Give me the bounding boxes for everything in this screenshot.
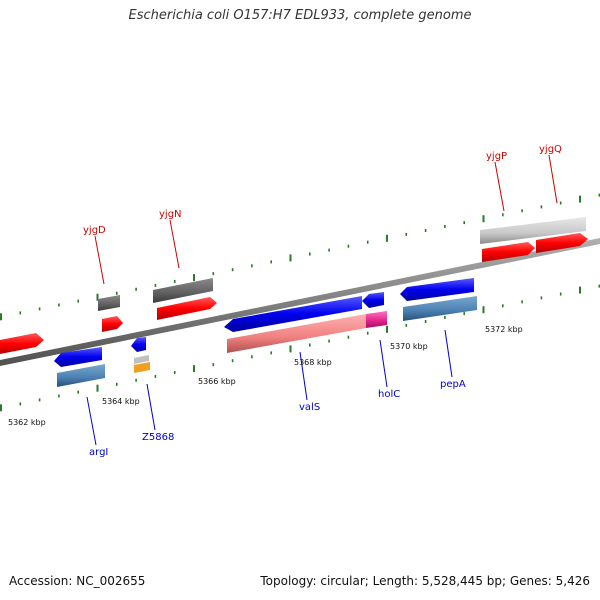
- leader-holC: [379, 339, 388, 388]
- map-title: Escherichia coli O157:H7 EDL933, complet…: [128, 8, 472, 23]
- leader-yjgQ: [548, 154, 558, 204]
- tick-label-5364: 5364 kbp: [102, 397, 140, 406]
- forward-strand-features: [0, 217, 588, 355]
- gene-label-yjgN[interactable]: yjgN: [159, 209, 182, 220]
- gene-label-Z5868[interactable]: Z5868: [142, 432, 174, 443]
- forward-gene-arrow-yjgP-region[interactable]: [480, 217, 586, 244]
- leader-pepA: [444, 329, 453, 378]
- gene-labels: yjgD yjgN yjgP yjgQ argI Z5868 valS holC…: [83, 144, 562, 458]
- forward-gene-arrow-yjgQ[interactable]: [536, 233, 588, 253]
- gene-label-pepA[interactable]: pepA: [440, 379, 466, 390]
- forward-gene-arrow-yjgD-region[interactable]: [98, 295, 120, 311]
- reverse-gene-arrow-holC[interactable]: [362, 292, 384, 308]
- forward-gene-arrow-yjgN[interactable]: [157, 297, 217, 320]
- genome-summary-text: Topology: circular; Length: 5,528,445 bp…: [260, 574, 590, 588]
- reverse-gene-arrow-pepA-region[interactable]: [403, 296, 477, 321]
- tick-label-5366: 5366 kbp: [198, 377, 236, 386]
- genome-backbone: [0, 238, 600, 366]
- reverse-gene-arrow-argI-region[interactable]: [57, 364, 105, 387]
- accession-text: Accession: NC_002655: [9, 574, 146, 588]
- reverse-gene-arrow-argI[interactable]: [54, 347, 102, 367]
- gene-label-yjgP[interactable]: yjgP: [486, 151, 507, 162]
- forward-gene-arrow-yjgP[interactable]: [482, 242, 535, 262]
- tick-label-5372: 5372 kbp: [485, 325, 523, 334]
- gene-label-yjgD[interactable]: yjgD: [83, 225, 106, 236]
- leader-yjgN: [169, 219, 180, 269]
- forward-gene-arrow-yjgN-region[interactable]: [153, 278, 213, 303]
- gene-label-yjgQ[interactable]: yjgQ: [539, 144, 562, 155]
- tick-marks: [0, 193, 600, 412]
- forward-gene-arrow[interactable]: [0, 333, 44, 355]
- leader-valS: [299, 351, 308, 401]
- leader-argI: [86, 396, 97, 446]
- reverse-gene-arrow-valS-region[interactable]: [227, 314, 366, 353]
- forward-gene-arrow-yjgD[interactable]: [102, 316, 123, 332]
- leader-yjgP: [494, 161, 505, 212]
- reverse-gene-arrow-Z5868[interactable]: [131, 337, 146, 352]
- tick-label-5368: 5368 kbp: [294, 358, 332, 367]
- tick-label-5362: 5362 kbp: [8, 418, 46, 427]
- axis-tick-labels: 5362 kbp 5364 kbp 5366 kbp 5368 kbp 5370…: [8, 325, 523, 427]
- gene-label-argI[interactable]: argI: [89, 447, 108, 458]
- leader-yjgD: [94, 235, 105, 285]
- reverse-gene-arrow-valS[interactable]: [224, 296, 362, 332]
- leader-Z5868: [146, 383, 156, 431]
- tick-label-5370: 5370 kbp: [390, 342, 428, 351]
- gene-label-valS[interactable]: valS: [299, 402, 320, 413]
- label-leader-lines: [86, 154, 558, 446]
- gene-label-holC[interactable]: holC: [378, 389, 400, 400]
- reverse-gene-arrow-Z5868-rna[interactable]: [134, 362, 150, 373]
- reverse-strand-features: [54, 278, 477, 387]
- reverse-gene-arrow-holC-region[interactable]: [366, 311, 387, 328]
- reverse-gene-arrow-pepA[interactable]: [400, 278, 474, 301]
- reverse-gene-arrow-Z5868-region[interactable]: [134, 355, 149, 364]
